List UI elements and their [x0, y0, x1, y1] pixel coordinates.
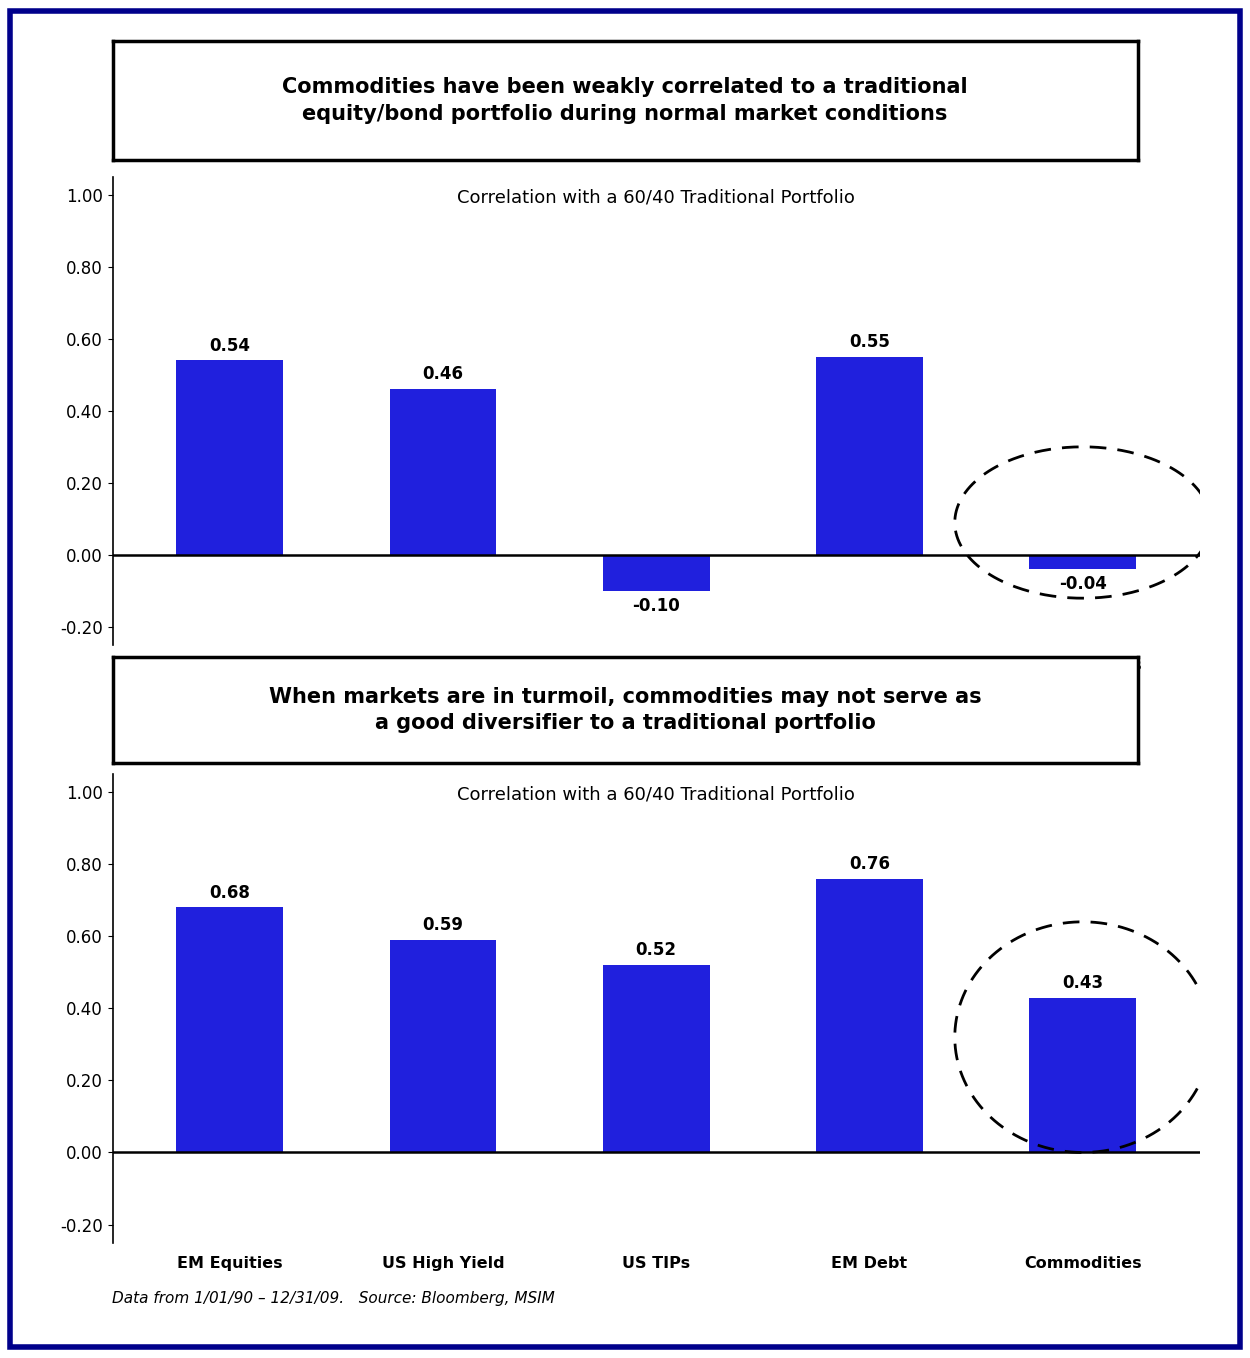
Bar [602, 966, 710, 1153]
Text: When markets are in turmoil, commodities may not serve as
a good diversifier to : When markets are in turmoil, commodities… [269, 687, 981, 733]
Bar [1030, 555, 1136, 569]
Bar [1030, 998, 1136, 1153]
Text: Correlation with a 60/40 Traditional Portfolio: Correlation with a 60/40 Traditional Por… [458, 189, 855, 206]
Text: Correlation with a 60/40 Traditional Portfolio: Correlation with a 60/40 Traditional Por… [458, 786, 855, 804]
Text: 0.52: 0.52 [636, 941, 676, 959]
Text: Data from 1/01/90 – 12/31/09.   Source: Bloomberg, MSIM: Data from 1/01/90 – 12/31/09. Source: Bl… [112, 1291, 555, 1306]
Bar [602, 555, 710, 591]
Text: Commodities have been weakly correlated to a traditional
equity/bond portfolio d: Commodities have been weakly correlated … [282, 77, 968, 124]
Text: 0.43: 0.43 [1062, 974, 1104, 991]
Text: 0.54: 0.54 [209, 337, 250, 354]
Bar [176, 360, 282, 555]
Text: 0.76: 0.76 [849, 854, 890, 873]
Bar [390, 390, 496, 555]
Bar [816, 879, 922, 1153]
Bar [816, 357, 922, 555]
Text: 0.59: 0.59 [422, 917, 464, 934]
Text: 0.68: 0.68 [209, 884, 250, 902]
Text: -0.10: -0.10 [632, 596, 680, 615]
Bar [390, 940, 496, 1153]
Text: 0.55: 0.55 [849, 333, 890, 350]
Text: 0.46: 0.46 [422, 365, 464, 383]
Bar [176, 907, 282, 1153]
Text: -0.04: -0.04 [1059, 576, 1106, 593]
